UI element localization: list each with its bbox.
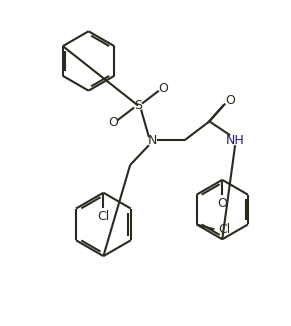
Text: Cl: Cl	[218, 223, 230, 236]
Text: O: O	[217, 197, 227, 210]
Text: O: O	[108, 116, 118, 129]
Text: Cl: Cl	[97, 210, 109, 223]
Text: S: S	[134, 99, 142, 112]
Text: O: O	[158, 82, 168, 95]
Text: O: O	[225, 94, 235, 107]
Text: NH: NH	[226, 134, 244, 147]
Text: N: N	[147, 134, 157, 147]
